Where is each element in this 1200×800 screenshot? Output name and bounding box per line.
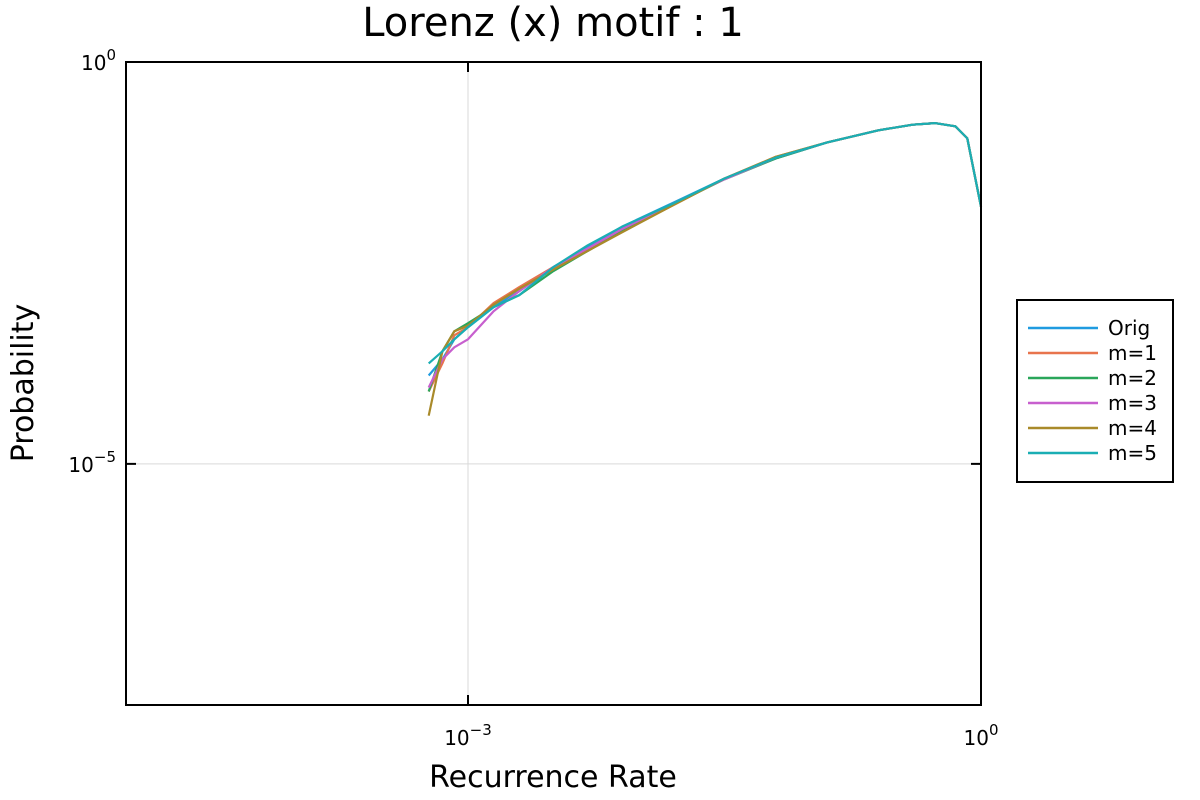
legend-box (1016, 299, 1174, 483)
chart-title: Lorenz (x) motif : 1 (362, 0, 744, 46)
plot-frame (125, 61, 982, 706)
y-tick-label: 100 (81, 46, 116, 75)
x-tick-label: 10−3 (444, 721, 492, 750)
series-line-6 (427, 121, 983, 365)
y-tick-label: 10−5 (68, 448, 116, 477)
legend-label-1: Orig (1108, 316, 1150, 340)
x-axis-label: Recurrence Rate (429, 760, 677, 795)
legend-label-6: m=5 (1108, 441, 1157, 465)
legend-label-2: m=1 (1108, 341, 1157, 365)
legend-label-5: m=4 (1108, 416, 1157, 440)
legend-label-4: m=3 (1108, 391, 1157, 415)
x-tick-label: 100 (964, 721, 999, 750)
series-group (427, 121, 983, 416)
y-axis-label: Probability (6, 304, 41, 463)
legend-label-3: m=2 (1108, 366, 1157, 390)
axis-ticks: 10−3 100 100 10−5 (68, 46, 998, 750)
